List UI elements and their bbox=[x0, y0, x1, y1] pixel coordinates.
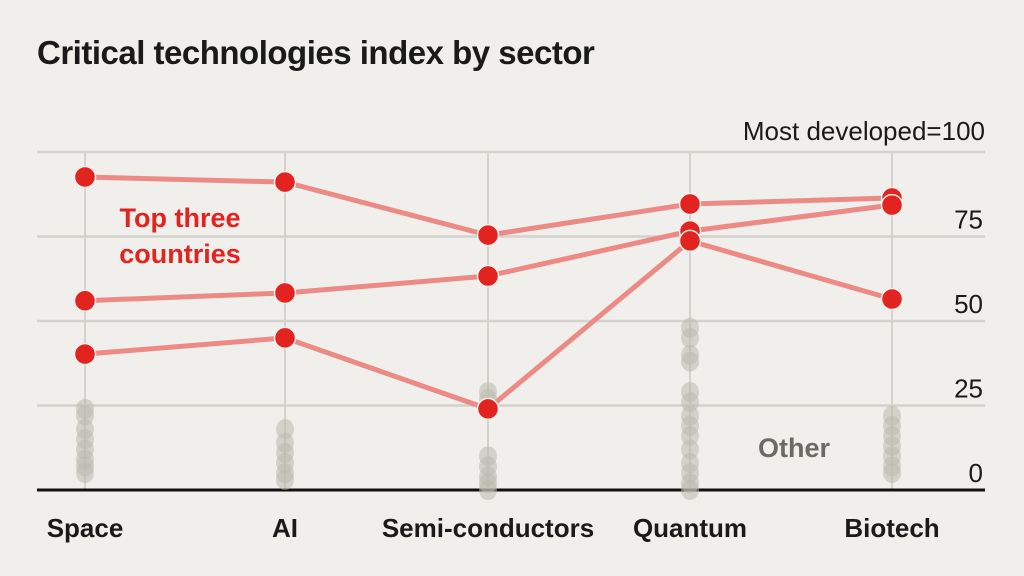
y-tick-label: 25 bbox=[954, 374, 983, 404]
x-tick-label: Semi-conductors bbox=[382, 513, 594, 543]
top-country-point bbox=[476, 223, 500, 247]
chart-title: Critical technologies index by sector bbox=[37, 34, 595, 71]
y-tick-label: 75 bbox=[954, 205, 983, 235]
other-country-point bbox=[883, 463, 901, 484]
top-country-point bbox=[678, 192, 702, 216]
x-tick-label: Space bbox=[47, 513, 124, 543]
top-country-point bbox=[73, 342, 97, 366]
top-country-point bbox=[476, 397, 500, 421]
top-country-point bbox=[73, 289, 97, 312]
top-country-point bbox=[273, 170, 297, 194]
y-tick-label: 50 bbox=[954, 289, 983, 319]
other-country-point bbox=[681, 480, 699, 500]
annotation-other: Other bbox=[758, 433, 831, 463]
x-tick-label: Quantum bbox=[633, 513, 747, 543]
annotation-top-three: Top three countries bbox=[119, 203, 241, 269]
top-country-point bbox=[476, 264, 500, 288]
y-tick-label: 0 bbox=[969, 458, 983, 488]
other-country-point bbox=[276, 469, 294, 490]
x-tick-label: Biotech bbox=[844, 513, 939, 543]
unit-label: Most developed=100 bbox=[743, 116, 985, 146]
other-country-point bbox=[479, 480, 497, 500]
other-country-point bbox=[681, 327, 699, 348]
top-country-point bbox=[73, 165, 97, 189]
top-country-point bbox=[880, 287, 904, 311]
x-tick-label: AI bbox=[272, 513, 298, 543]
top-country-point bbox=[880, 193, 904, 217]
other-country-point bbox=[76, 463, 94, 484]
top-country-point bbox=[678, 229, 702, 253]
top-country-point bbox=[273, 326, 297, 350]
top-country-point bbox=[273, 281, 297, 305]
other-country-point bbox=[681, 351, 699, 372]
